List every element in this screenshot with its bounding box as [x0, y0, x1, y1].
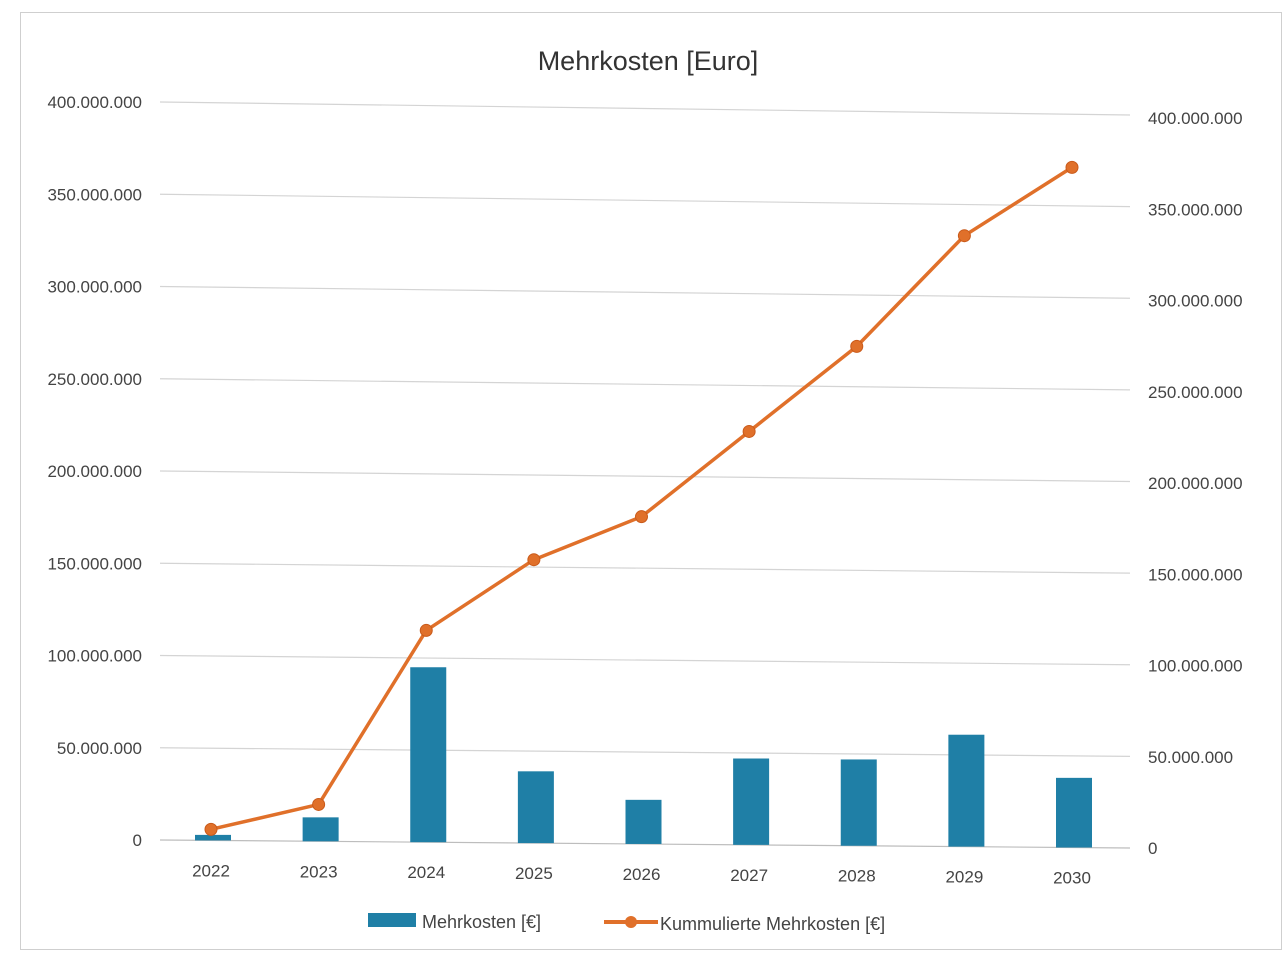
- point-kumuliert-2026: [635, 510, 648, 524]
- x-tick-label: 2022: [192, 861, 230, 880]
- line-kumulierte-mehrkosten: [210, 165, 1073, 832]
- bar-mehrkosten-2030: [1056, 777, 1092, 848]
- right-y-tick-label: 200.000.000: [1148, 474, 1243, 493]
- line-series: [204, 160, 1079, 836]
- left-y-tick-label: 100.000.000: [47, 647, 142, 666]
- bar-mehrkosten-2029: [948, 734, 985, 847]
- point-kumuliert-2024: [419, 623, 433, 637]
- bar-mehrkosten-2025: [517, 771, 554, 844]
- x-tick-label: 2025: [515, 864, 553, 883]
- right-y-tick-label: 0: [1148, 839, 1157, 858]
- bar-series: [195, 667, 1092, 848]
- point-kumuliert-2027: [742, 424, 756, 438]
- gridline: [159, 470, 1131, 483]
- x-tick-label: 2024: [407, 863, 445, 882]
- gridline: [159, 747, 1131, 757]
- bar-mehrkosten-2022: [195, 834, 231, 841]
- left-y-tick-label: 200.000.000: [47, 462, 142, 481]
- left-y-tick-label: 50.000.000: [57, 739, 142, 758]
- right-y-tick-label: 400.000.000: [1148, 109, 1243, 128]
- right-y-tick-label: 150.000.000: [1148, 565, 1243, 584]
- chart-title: Mehrkosten [Euro]: [538, 46, 759, 76]
- x-tick-label: 2028: [838, 867, 876, 886]
- x-tick-label: 2026: [623, 865, 661, 884]
- x-tick-label: 2023: [300, 862, 338, 881]
- left-y-tick-label: 300.000.000: [47, 278, 142, 297]
- legend-label-mehrkosten: Mehrkosten [€]: [422, 912, 541, 932]
- right-y-tick-label: 100.000.000: [1148, 657, 1243, 676]
- gridline: [159, 285, 1131, 299]
- left-y-tick-label: 0: [133, 831, 142, 850]
- gridline: [159, 654, 1131, 666]
- bar-mehrkosten-2023: [302, 817, 339, 842]
- left-y-tick-label: 350.000.000: [47, 185, 142, 204]
- gridlines: [159, 101, 1131, 849]
- right-y-tick-label: 300.000.000: [1148, 292, 1243, 311]
- left-y-tick-label: 150.000.000: [47, 554, 142, 573]
- legend: Mehrkosten [€] Kummulierte Mehrkosten [€…: [368, 912, 885, 934]
- left-y-tick-label: 250.000.000: [47, 370, 142, 389]
- x-axis: 2022 2023 2024 2025 2026 2027 2028 2029 2030: [192, 861, 1091, 887]
- left-y-axis: 0 50.000.000 100.000.000 150.000.000 200.000…: [47, 93, 142, 850]
- point-kumuliert-2030: [1065, 160, 1079, 174]
- right-y-axis: 0 50.000.000 100.000.000 150.000.000 200.000…: [1148, 109, 1243, 858]
- x-tick-label: 2030: [1053, 869, 1091, 888]
- gridline: [159, 378, 1131, 391]
- legend-label-kumuliert: Kummulierte Mehrkosten [€]: [660, 914, 885, 934]
- point-kumuliert-2022: [204, 822, 218, 836]
- bar-mehrkosten-2028: [840, 759, 877, 846]
- bar-mehrkosten-2027: [733, 758, 770, 845]
- point-kumuliert-2028: [850, 339, 864, 353]
- point-kumuliert-2025: [527, 553, 541, 567]
- legend-swatch-mehrkosten: [368, 913, 416, 927]
- point-kumuliert-2029: [957, 229, 971, 243]
- gridline: [159, 839, 1131, 849]
- bar-mehrkosten-2024: [410, 667, 447, 843]
- right-y-tick-label: 250.000.000: [1148, 383, 1243, 402]
- left-y-tick-label: 400.000.000: [47, 93, 142, 112]
- gridline: [159, 562, 1131, 574]
- bar-mehrkosten-2026: [625, 799, 662, 844]
- right-y-tick-label: 350.000.000: [1148, 200, 1243, 219]
- legend-marker-kumuliert: [625, 916, 637, 928]
- x-tick-label: 2027: [730, 866, 768, 885]
- point-kumuliert-2023: [312, 797, 326, 811]
- gridline: [159, 193, 1131, 208]
- x-tick-label: 2029: [945, 868, 983, 887]
- right-y-tick-label: 50.000.000: [1148, 748, 1233, 767]
- gridline: [159, 101, 1131, 116]
